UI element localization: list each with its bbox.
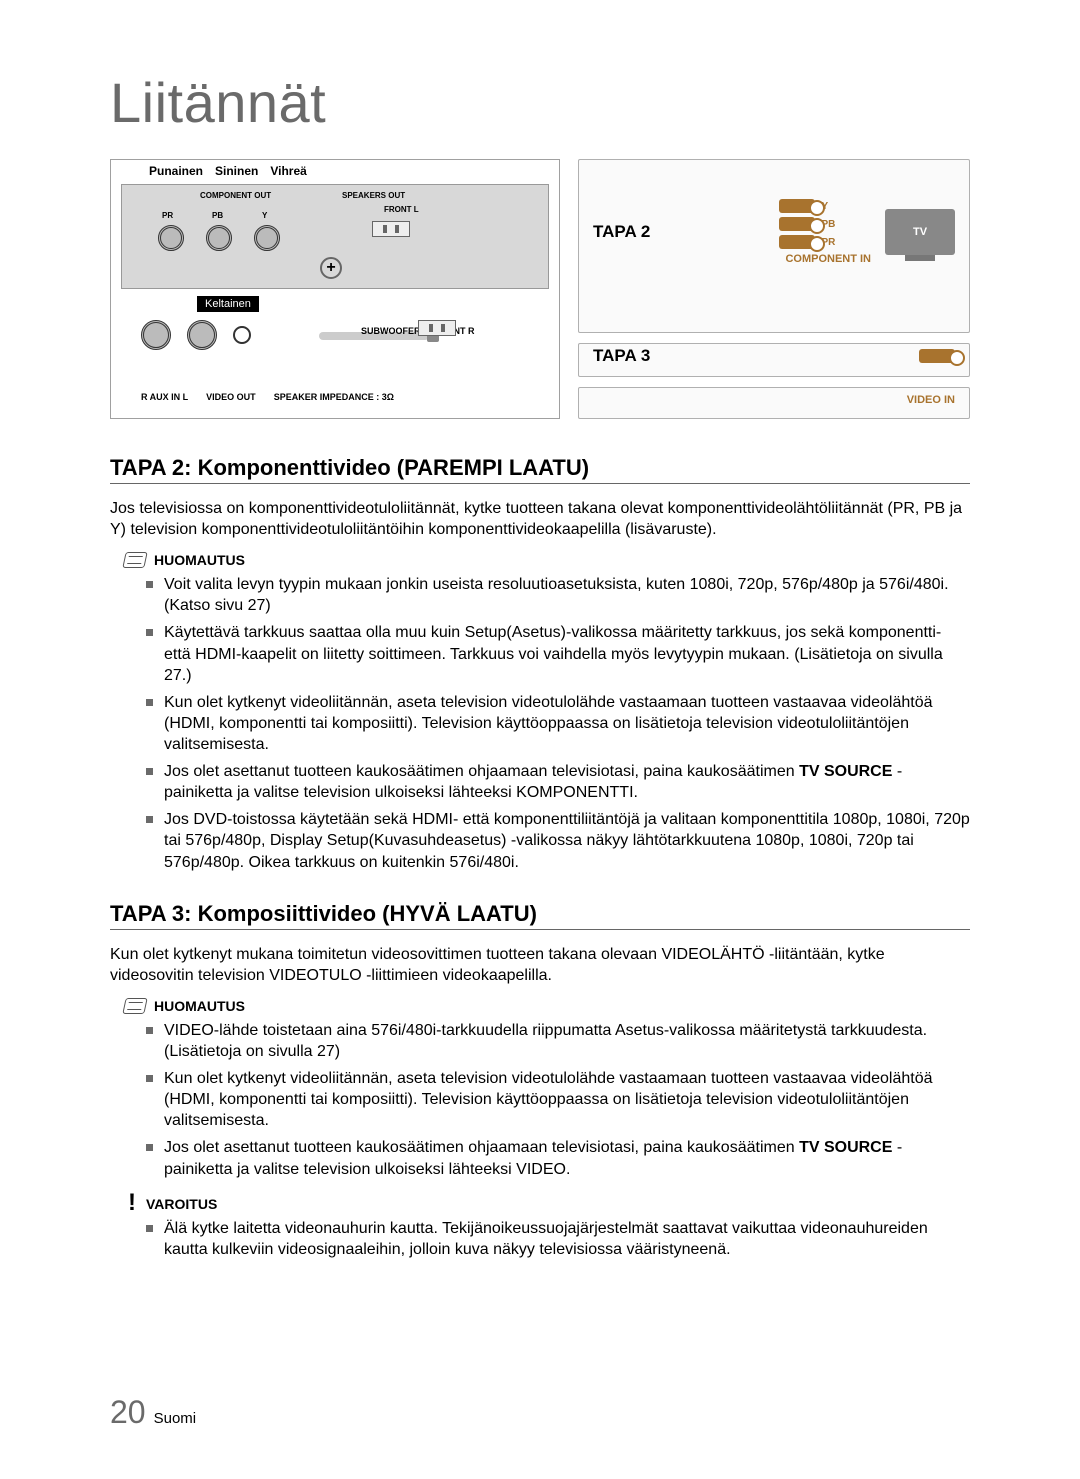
- label-front-l: FRONT L: [384, 205, 419, 214]
- ch-pb: PB: [212, 211, 223, 220]
- label-yellow: Keltainen: [197, 296, 259, 312]
- ch-y: Y: [262, 211, 267, 220]
- rca-y: [254, 225, 280, 251]
- rca-pr: [158, 225, 184, 251]
- tapa3-box: TAPA 3: [578, 343, 970, 377]
- label-subwoofer: SUBWOOFER: [361, 326, 421, 336]
- list-item: Käytettävä tarkkuus saattaa olla muu kui…: [164, 622, 970, 685]
- section3-bullets: VIDEO-lähde toistetaan aina 576i/480i-ta…: [164, 1020, 970, 1180]
- speaker-slot-front-r: [418, 320, 456, 336]
- section2-intro: Jos televisiossa on komponenttivideotulo…: [110, 498, 970, 540]
- video-in-box: VIDEO IN: [578, 387, 970, 419]
- section3-heading: TAPA 3: Komposiittivideo (HYVÄ LAATU): [110, 901, 970, 927]
- page-language: Suomi: [154, 1410, 197, 1427]
- page-footer: 20 Suomi: [110, 1394, 196, 1431]
- label-red: Punainen: [149, 164, 203, 178]
- section2-note-label: HUOMAUTUS: [154, 552, 245, 568]
- warning-head: ! VAROITUS: [128, 1196, 970, 1212]
- list-item: Jos olet asettanut tuotteen kaukosäätime…: [164, 1137, 970, 1179]
- rca-aux-r: [141, 320, 171, 350]
- rca-pb: [206, 225, 232, 251]
- tapa2-box: TAPA 2 Y PB PR COMPONENT IN TV: [578, 159, 970, 333]
- tv-icon: TV: [885, 209, 955, 255]
- video-out-jack: [233, 326, 251, 344]
- tapa2-label: TAPA 2: [593, 222, 650, 242]
- jack-y: [779, 199, 815, 213]
- rear-panel-diagram: Punainen Sininen Vihreä COMPONENT OUT SP…: [110, 159, 560, 419]
- warning-bullets: Älä kytke laitetta videonauhurin kautta.…: [164, 1218, 970, 1260]
- warning-label: VAROITUS: [146, 1196, 217, 1212]
- list-item: Kun olet kytkenyt videoliitännän, aseta …: [164, 692, 970, 755]
- list-item: Voit valita levyn tyypin mukaan jonkin u…: [164, 574, 970, 616]
- list-item: Jos DVD-toistossa käytetään sekä HDMI- e…: [164, 809, 970, 872]
- warning-icon: !: [128, 1196, 136, 1210]
- speaker-slot-front-l: [372, 221, 410, 237]
- label-green: Vihreä: [270, 164, 306, 178]
- video-in-label: VIDEO IN: [907, 394, 955, 406]
- section3-rule: [110, 929, 970, 930]
- note-icon: [122, 552, 147, 568]
- plus-icon: +: [320, 257, 342, 279]
- section3-note-head: HUOMAUTUS: [124, 998, 970, 1014]
- ch-pr: PR: [162, 211, 173, 220]
- label-video-out: VIDEO OUT: [206, 392, 256, 402]
- page-title: Liitännät: [110, 70, 970, 135]
- list-item: Älä kytke laitetta videonauhurin kautta.…: [164, 1218, 970, 1260]
- section2-heading: TAPA 2: Komponenttivideo (PAREMPI LAATU): [110, 455, 970, 481]
- label-blue: Sininen: [215, 164, 258, 178]
- note-icon: [122, 998, 147, 1014]
- section3-intro: Kun olet kytkenyt mukana toimitetun vide…: [110, 944, 970, 986]
- jack-pr: [779, 235, 815, 249]
- section2-bullets: Voit valita levyn tyypin mukaan jonkin u…: [164, 574, 970, 872]
- jack-video: [919, 349, 955, 363]
- label-component-out: COMPONENT OUT: [200, 191, 271, 200]
- label-speaker-imp: SPEAKER IMPEDANCE : 3Ω: [274, 392, 394, 402]
- connection-diagram: Punainen Sininen Vihreä COMPONENT OUT SP…: [110, 159, 970, 419]
- label-speakers-out: SPEAKERS OUT: [342, 191, 405, 200]
- tapa3-label: TAPA 3: [593, 346, 650, 366]
- list-item: VIDEO-lähde toistetaan aina 576i/480i-ta…: [164, 1020, 970, 1062]
- label-aux-in: R AUX IN L: [141, 392, 188, 402]
- list-item: Jos olet asettanut tuotteen kaukosäätime…: [164, 761, 970, 803]
- list-item: Kun olet kytkenyt videoliitännän, aseta …: [164, 1068, 970, 1131]
- rca-aux-l: [187, 320, 217, 350]
- section3-note-label: HUOMAUTUS: [154, 998, 245, 1014]
- section2-rule: [110, 483, 970, 484]
- component-in-label: COMPONENT IN: [785, 253, 871, 265]
- page-number: 20: [110, 1394, 146, 1431]
- section2-note-head: HUOMAUTUS: [124, 552, 970, 568]
- jack-pb: [779, 217, 815, 231]
